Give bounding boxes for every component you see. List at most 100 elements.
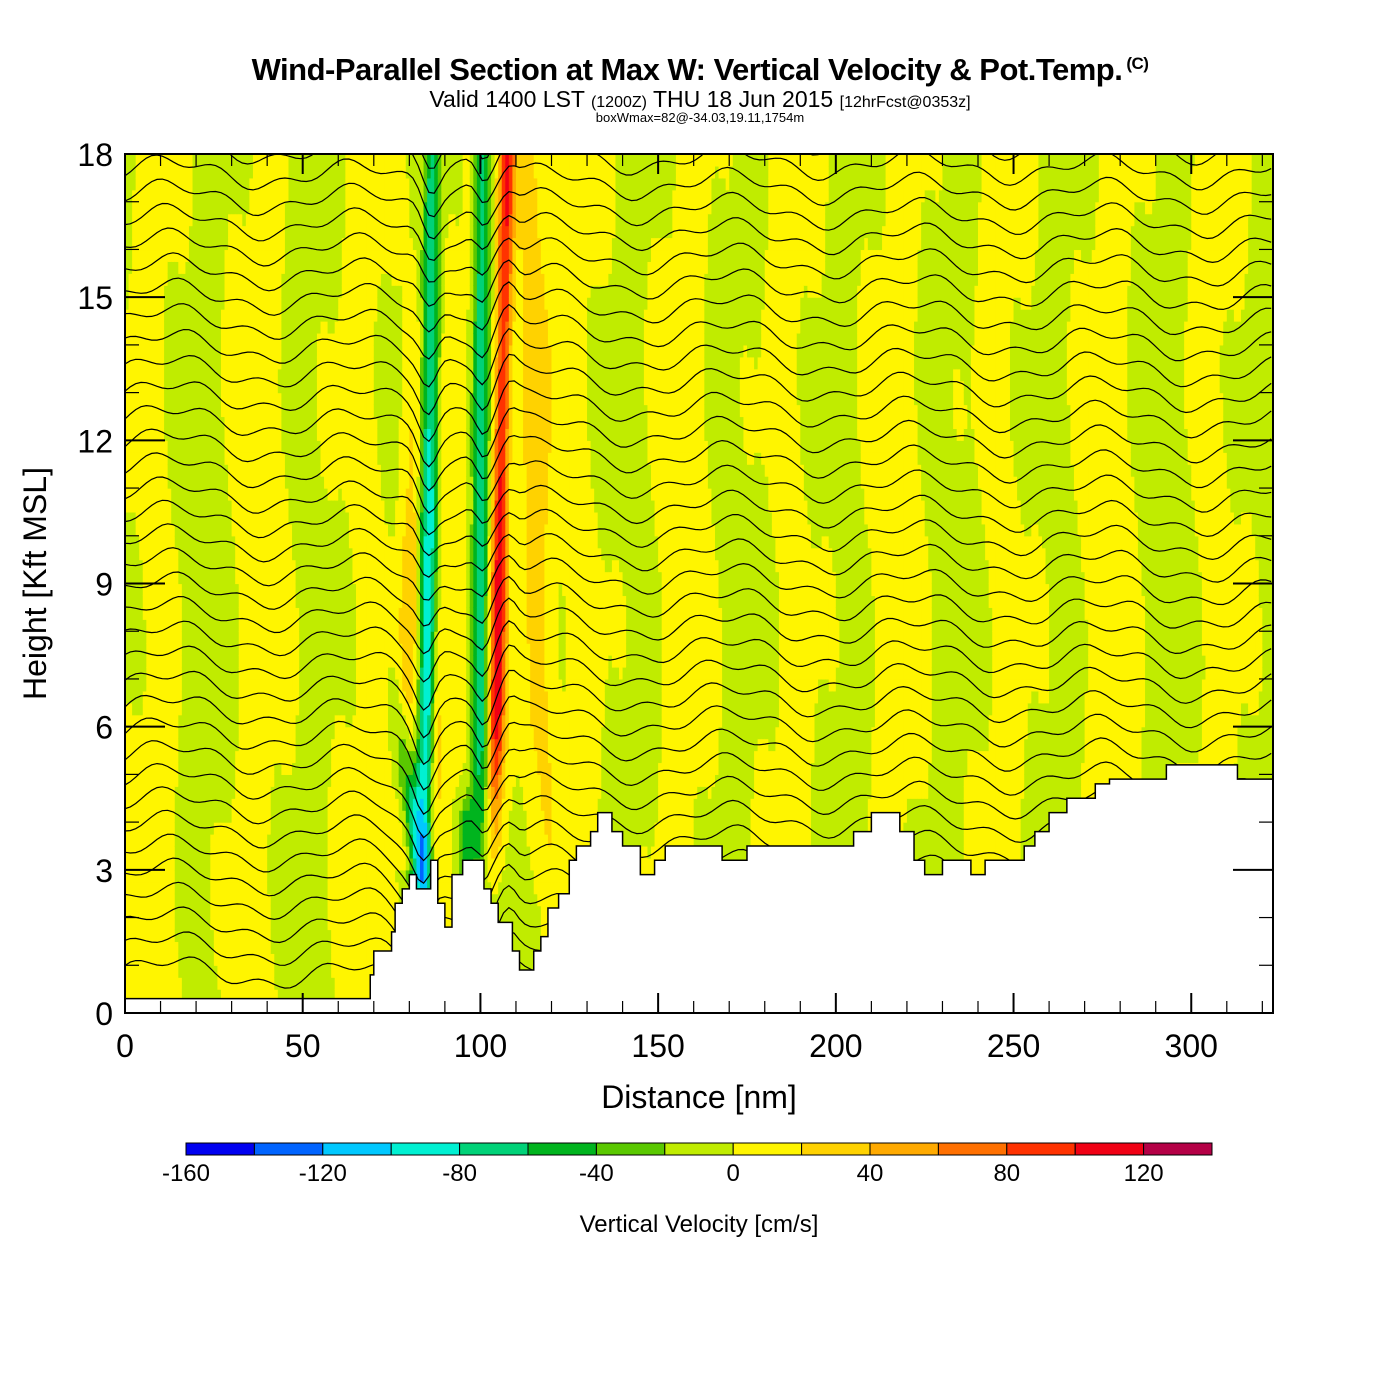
field-cell — [228, 678, 233, 692]
field-cell — [320, 893, 325, 907]
field-cell — [128, 619, 133, 632]
field-cell — [235, 464, 240, 477]
field-cell — [235, 690, 240, 704]
field-cell — [203, 165, 208, 179]
field-cell — [174, 177, 179, 191]
field-cell — [352, 726, 357, 740]
field-cell — [231, 201, 236, 215]
field-cell — [238, 189, 243, 203]
field-cell — [160, 881, 165, 895]
field-cell — [128, 344, 133, 358]
field-cell — [277, 273, 282, 286]
field-cell — [341, 810, 346, 823]
field-cell — [316, 321, 322, 334]
field-cell — [217, 595, 222, 608]
field-cell — [366, 953, 371, 966]
field-cell — [235, 201, 240, 215]
field-cell — [178, 511, 183, 525]
field-cell — [299, 440, 304, 453]
field-cell — [206, 690, 211, 704]
field-cell — [220, 714, 226, 728]
field-cell — [203, 857, 208, 871]
field-cell — [302, 953, 307, 966]
field-cell — [295, 869, 300, 883]
field-cell — [242, 798, 247, 811]
field-cell — [178, 249, 183, 262]
field-cell — [156, 261, 162, 274]
field-cell — [142, 881, 147, 895]
field-cell — [188, 786, 194, 799]
field-cell — [146, 953, 151, 966]
field-cell — [263, 344, 268, 358]
field-cell — [231, 547, 236, 561]
field-cell — [270, 368, 275, 382]
field-cell — [220, 392, 226, 406]
field-cell — [135, 321, 140, 334]
field-cell — [288, 690, 293, 704]
field-cell — [171, 464, 176, 477]
field-cell — [324, 953, 329, 966]
field-cell — [263, 165, 268, 179]
field-cell — [224, 237, 229, 251]
field-cell — [345, 810, 350, 823]
field-cell — [142, 953, 147, 966]
field-cell — [125, 941, 130, 954]
field-cell — [192, 201, 197, 215]
field-cell — [146, 154, 151, 167]
field-cell — [181, 332, 187, 346]
field-cell — [238, 237, 243, 251]
field-cell — [327, 464, 332, 477]
field-cell — [299, 189, 304, 203]
field-cell — [260, 714, 265, 728]
field-cell — [327, 678, 332, 692]
field-cell — [356, 428, 361, 441]
field-cell — [292, 213, 297, 227]
field-cell — [217, 893, 222, 907]
field-cell — [306, 356, 311, 370]
field-cell — [171, 690, 176, 704]
field-cell — [125, 881, 130, 895]
field-cell — [167, 189, 172, 203]
field-cell — [359, 213, 364, 227]
field-cell — [331, 810, 336, 823]
field-cell — [366, 786, 371, 799]
field-cell — [345, 881, 350, 895]
field-cell — [306, 428, 311, 441]
field-cell — [231, 165, 236, 179]
field-cell — [356, 810, 361, 823]
field-cell — [235, 321, 240, 334]
field-cell — [149, 201, 155, 215]
field-cell — [185, 356, 190, 370]
field-cell — [292, 154, 297, 167]
field-cell — [252, 273, 258, 286]
field-cell — [206, 321, 211, 334]
field-cell — [220, 667, 226, 680]
field-cell — [249, 762, 254, 775]
field-cell — [164, 392, 169, 406]
field-cell — [288, 428, 293, 441]
field-cell — [292, 273, 297, 286]
field-cell — [199, 750, 204, 764]
field-cell — [260, 977, 265, 990]
field-cell — [156, 523, 162, 537]
field-cell — [277, 726, 282, 740]
field-cell — [224, 655, 229, 668]
field-cell — [245, 440, 250, 453]
field-cell — [341, 822, 346, 835]
field-cell — [295, 476, 300, 489]
field-cell — [263, 595, 268, 608]
field-cell — [324, 571, 329, 585]
field-cell — [277, 893, 282, 907]
field-cell — [174, 869, 179, 883]
field-cell — [139, 165, 144, 179]
field-cell — [316, 416, 322, 430]
field-cell — [366, 619, 371, 632]
field-cell — [306, 607, 311, 620]
field-cell — [260, 953, 265, 966]
field-cell — [359, 165, 364, 179]
field-cell — [292, 428, 297, 441]
field-cell — [249, 965, 254, 978]
field-cell — [132, 929, 137, 943]
field-cell — [327, 834, 332, 847]
field-cell — [224, 941, 229, 954]
